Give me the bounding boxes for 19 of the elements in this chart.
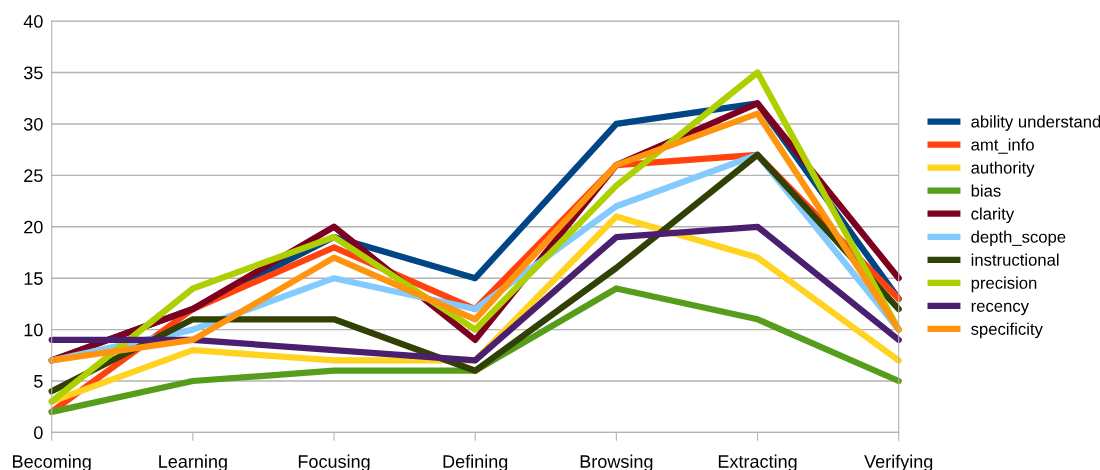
legend-label: bias — [971, 184, 1001, 197]
y-tick-label: 40 — [23, 15, 43, 28]
legend-label: authority — [971, 161, 1035, 177]
legend-label: depth_scope — [971, 230, 1066, 247]
y-tick-label: 5 — [34, 375, 43, 388]
y-tick-label: 0 — [34, 426, 43, 440]
y-tick-label: 25 — [24, 169, 43, 183]
legend-label: recency — [971, 302, 1029, 316]
legend-label: precision — [971, 276, 1037, 293]
legend-label: ability understand — [971, 115, 1100, 131]
y-tick-label: 20 — [24, 220, 43, 234]
legend-label: amt_info — [971, 138, 1034, 154]
y-tick-label: 35 — [23, 66, 43, 80]
legend-label: instructional — [971, 253, 1059, 266]
legend-label: specificity — [971, 322, 1043, 339]
y-tick-label: 10 — [24, 323, 43, 337]
y-tick-label: 15 — [24, 272, 43, 285]
y-tick-label: 30 — [23, 117, 43, 131]
legend-label: clarity — [971, 207, 1015, 224]
